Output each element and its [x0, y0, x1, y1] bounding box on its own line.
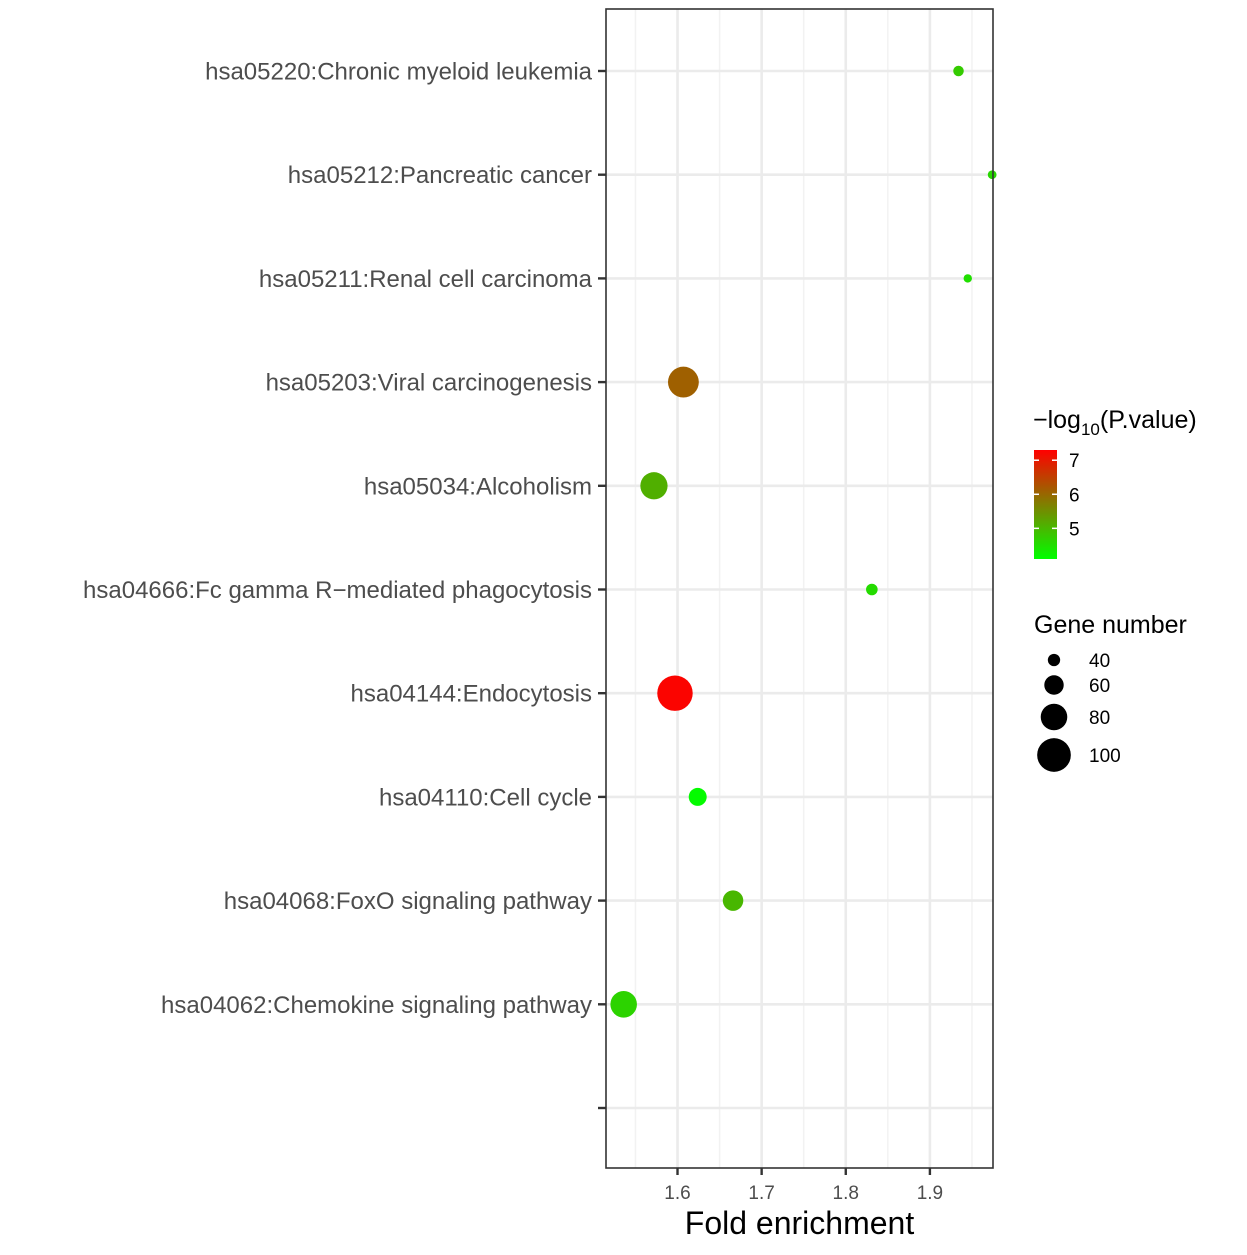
- data-point: [667, 366, 699, 398]
- x-tick-label: 1.6: [664, 1183, 690, 1204]
- size-legend-label: 100: [1089, 746, 1121, 767]
- y-tick-label: hsa04144:Endocytosis: [351, 681, 593, 708]
- x-tick-label: 1.9: [917, 1183, 943, 1204]
- y-tick-label: hsa04666:Fc gamma R−mediated phagocytosi…: [83, 577, 592, 604]
- color-legend-title-subscript: 10: [1081, 420, 1100, 439]
- colorbar: [1034, 450, 1057, 559]
- size-legend-label: 60: [1089, 676, 1110, 697]
- colorbar-label: 6: [1069, 485, 1080, 506]
- y-tick-label: hsa04068:FoxO signaling pathway: [224, 888, 592, 915]
- colorbar-label: 7: [1069, 451, 1080, 472]
- size-legend-key: [1047, 653, 1061, 667]
- y-tick-label: hsa05211:Renal cell carcinoma: [259, 266, 593, 293]
- data-point: [953, 65, 964, 77]
- size-legend-label: 80: [1089, 708, 1110, 729]
- size-legend-label: 40: [1089, 651, 1110, 672]
- y-tick-label: hsa05034:Alcoholism: [364, 473, 592, 500]
- data-point: [963, 274, 972, 283]
- size-legend-key: [1037, 738, 1071, 772]
- x-tick-label: 1.8: [833, 1183, 859, 1204]
- y-tick-label: hsa05203:Viral carcinogenesis: [266, 370, 592, 397]
- y-tick-label: hsa04110:Cell cycle: [379, 784, 592, 811]
- data-point: [640, 472, 668, 500]
- y-tick-label: hsa04062:Chemokine signaling pathway: [161, 992, 592, 1019]
- x-tick-label: 1.7: [748, 1183, 774, 1204]
- size-legend-title: Gene number: [1034, 611, 1187, 639]
- size-legend-key: [1044, 675, 1064, 695]
- data-point: [722, 890, 744, 911]
- colorbar-label: 5: [1069, 519, 1080, 540]
- color-legend-title: −log10(P.value): [1033, 406, 1197, 439]
- data-point: [987, 170, 997, 180]
- y-tick-label: hsa05212:Pancreatic cancer: [288, 162, 592, 189]
- data-point: [657, 675, 693, 711]
- color-legend-title-suffix: (P.value): [1100, 406, 1197, 434]
- data-point: [610, 991, 637, 1018]
- data-point: [866, 583, 878, 596]
- x-axis-title: Fold enrichment: [685, 1205, 915, 1241]
- size-legend-key: [1040, 703, 1068, 731]
- data-point: [688, 787, 707, 806]
- y-tick-label: hsa05220:Chronic myeloid leukemia: [205, 59, 593, 86]
- color-legend-title-prefix: −log: [1033, 406, 1081, 434]
